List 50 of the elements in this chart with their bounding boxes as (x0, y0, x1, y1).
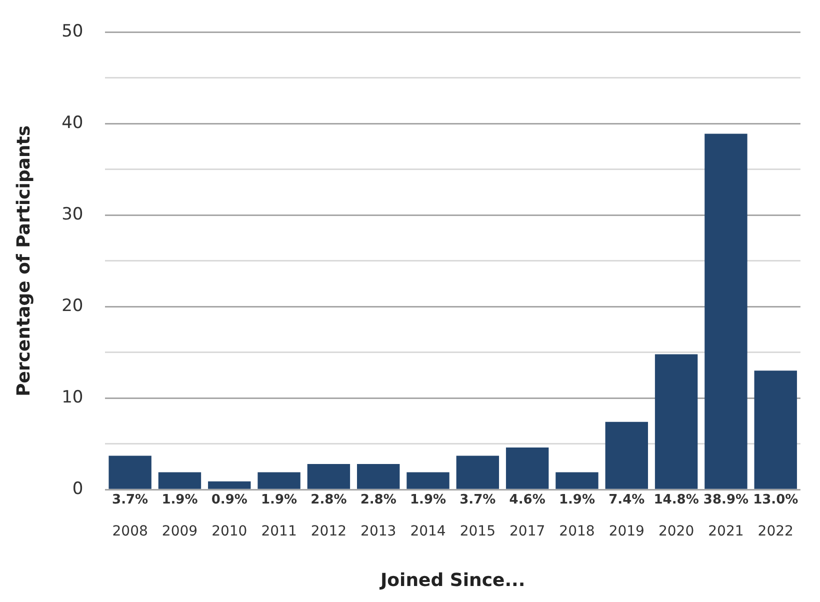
x-tick-label: 2013 (360, 524, 396, 540)
data-label: 7.4% (608, 492, 645, 508)
data-label: 1.9% (558, 492, 596, 508)
bar (506, 448, 549, 489)
x-tick-label: 2010 (212, 524, 248, 540)
data-label: 1.9% (261, 492, 298, 508)
bar (158, 472, 202, 489)
bar (654, 354, 698, 489)
x-tick-label: 2022 (758, 524, 794, 540)
x-tick-label: 2015 (460, 524, 496, 540)
bar (406, 472, 450, 489)
data-label: 1.9% (410, 492, 446, 508)
data-label: 38.9% (703, 492, 749, 508)
data-label: 1.9% (162, 492, 198, 508)
y-tick-label: 10 (62, 388, 84, 408)
y-tick-label: 50 (62, 22, 84, 42)
x-tick-label: 2012 (310, 524, 347, 540)
x-tick-label: 2011 (261, 524, 297, 540)
bar (357, 464, 400, 489)
data-label: 14.8% (654, 492, 699, 508)
y-tick-label: 20 (62, 296, 84, 316)
data-label: 0.9% (211, 492, 248, 508)
bar (208, 481, 251, 489)
data-label: 13.0% (753, 492, 798, 508)
bar (754, 370, 797, 489)
y-tick-label: 40 (62, 113, 84, 134)
bar (605, 422, 648, 489)
bar (704, 134, 748, 489)
x-tick-label: 2017 (510, 524, 546, 540)
x-tick-label: 2009 (162, 524, 198, 540)
bar (456, 456, 500, 489)
data-label: 3.7% (112, 492, 148, 508)
data-label: 2.8% (360, 492, 396, 508)
bar (258, 472, 300, 489)
data-label: 4.6% (509, 492, 546, 508)
bar (307, 464, 350, 489)
bar (556, 472, 598, 489)
x-tick-label: 2021 (708, 524, 744, 540)
y-tick-label: 30 (62, 204, 84, 225)
x-tick-label: 2014 (410, 524, 446, 540)
x-tick-label: 2018 (559, 524, 595, 540)
x-tick-label: 2008 (112, 524, 148, 540)
y-axis-title: Percentage of Participants (13, 125, 34, 396)
data-label: 3.7% (460, 492, 496, 508)
bar (108, 456, 152, 489)
y-tick-label: 0 (72, 479, 84, 500)
x-tick-label: 2020 (658, 524, 694, 540)
data-label: 2.8% (310, 492, 347, 508)
x-tick-label: 2019 (608, 524, 644, 540)
x-axis-title: Joined Since... (378, 570, 526, 591)
